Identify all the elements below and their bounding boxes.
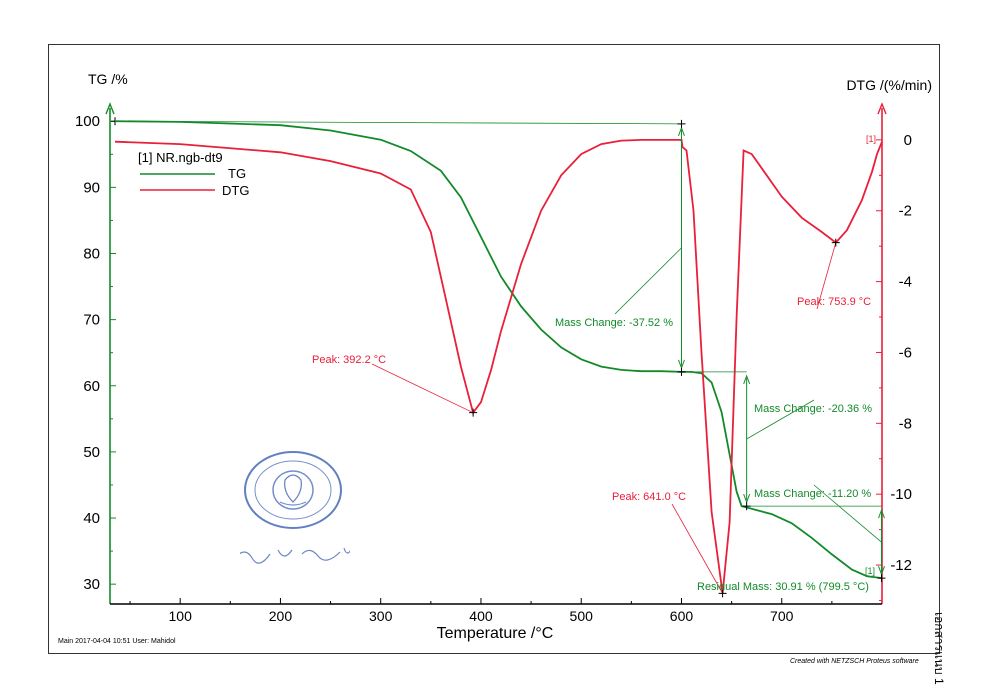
x-axis-title: Temperature /°C <box>437 625 554 642</box>
tg-end-marker: [1] <box>865 566 875 576</box>
mc3-leader <box>813 484 882 543</box>
institution-stamp <box>240 451 350 564</box>
dtg-end-marker: [1] <box>866 134 876 144</box>
legend-tg-label: TG <box>228 166 246 181</box>
mc1-leader <box>614 247 682 315</box>
mc2-arrow-top <box>743 374 751 385</box>
tg-tick-label: 70 <box>83 312 100 329</box>
dtg-tick-label: 0 <box>904 132 912 149</box>
dtg-curve <box>114 139 883 594</box>
x-tick-label: 700 <box>770 608 794 624</box>
tg-axis-title: TG /% <box>88 71 128 87</box>
peak1-marker <box>469 408 478 417</box>
tg-tick-label: 90 <box>83 179 100 196</box>
tg-tick-label: 50 <box>83 444 100 461</box>
legend-sample: [1] NR.ngb-dt9 <box>138 150 223 165</box>
tg-curve <box>114 120 883 579</box>
software-credit: Created with NETZSCH Proteus software <box>790 658 919 665</box>
tg-tick-label: 60 <box>83 378 100 395</box>
dtg-tick-label: -12 <box>890 557 912 574</box>
tg-tick-label: 40 <box>83 510 100 527</box>
mc1-end-marker <box>677 367 686 376</box>
x-tick-label: 400 <box>469 608 493 624</box>
x-tick-label: 100 <box>169 608 193 624</box>
dtg-tick-label: -8 <box>899 415 912 432</box>
mc2-end-marker <box>742 502 751 511</box>
mc2-label: Mass Change: -20.36 % <box>754 403 872 415</box>
mc3-label: Mass Change: -11.20 % <box>754 488 871 500</box>
attachment-label: เอกสารแนบ 1 <box>932 612 946 685</box>
x-tick-label: 500 <box>570 608 594 624</box>
dtg-axis-arrow <box>877 102 887 115</box>
report-frame <box>48 44 940 654</box>
mc1-label: Mass Change: -37.52 % <box>555 317 673 329</box>
x-tick-label: 300 <box>369 608 393 624</box>
dtg-tick-label: -2 <box>899 203 912 220</box>
tg-axis-arrow <box>105 102 115 115</box>
tg-tick-label: 80 <box>83 245 100 262</box>
tg-tick-label: 100 <box>75 113 100 130</box>
residual-label: Residual Mass: 30.91 % (799.5 °C) <box>697 581 869 593</box>
legend-dtg-label: DTG <box>222 183 249 198</box>
peak3-leader <box>816 242 837 310</box>
peak1-label: Peak: 392.2 °C <box>312 354 386 366</box>
dtg-tick-label: -4 <box>899 274 912 291</box>
peak2-marker <box>718 589 727 598</box>
mc2-leader <box>746 399 815 440</box>
dtg-tick-label: -6 <box>899 344 912 361</box>
peak2-label: Peak: 641.0 °C <box>612 491 686 503</box>
x-tick-label: 200 <box>269 608 293 624</box>
peak3-label: Peak: 753.9 °C <box>797 296 871 308</box>
x-tick-label: 600 <box>670 608 694 624</box>
footer-meta: Main 2017-04-04 10:51 User: Mahidol <box>58 638 176 645</box>
peak2-leader <box>671 503 723 594</box>
mc1-start-marker <box>677 119 686 128</box>
dtg-axis-title: DTG /(%/min) <box>846 77 932 93</box>
tg-tick-label: 30 <box>83 576 100 593</box>
mc3-arrow-top <box>878 508 885 519</box>
tg-start-reference-line <box>115 120 682 125</box>
residual-marker <box>877 574 886 583</box>
peak3-marker <box>831 238 840 247</box>
dtg-tick-label: -10 <box>890 486 912 503</box>
peak1-leader <box>371 363 474 414</box>
